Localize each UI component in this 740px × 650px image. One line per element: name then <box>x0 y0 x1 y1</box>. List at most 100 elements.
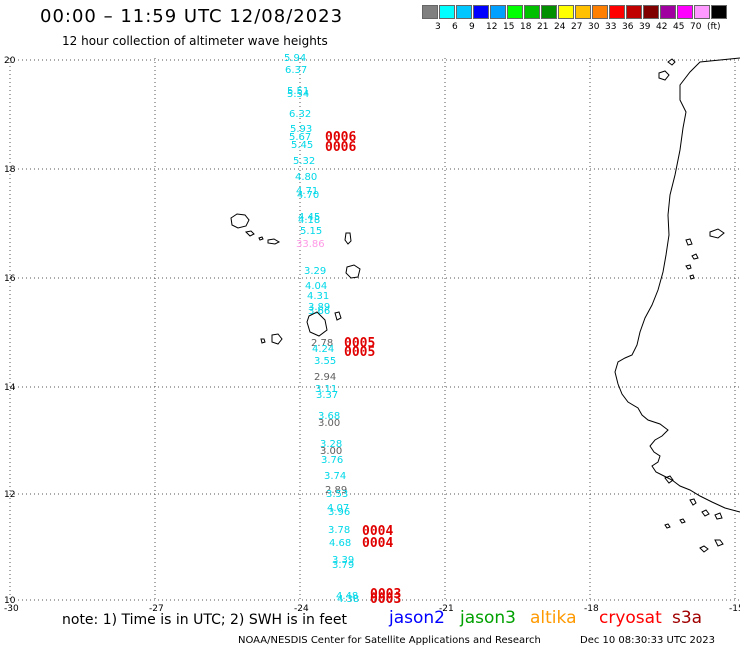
island-santo-antao <box>230 213 250 229</box>
swh-observations: 5.946.37 5.515.54 6.32 5.935.675.45 5.32 4.80… <box>284 53 359 605</box>
x-tick-label: -15 <box>729 604 740 614</box>
swh-value: 6.32 <box>289 109 311 120</box>
colorbar-swatch <box>541 5 557 19</box>
x-tick-label: -27 <box>149 604 164 614</box>
island-sao-nicolau <box>267 238 281 245</box>
swh-value: 3.78 <box>328 525 350 536</box>
colorbar-label: 6 <box>452 22 458 32</box>
y-tick-label: 16 <box>4 274 16 284</box>
swh-value: 4.71 <box>296 186 318 197</box>
swh-value: 4.70 <box>297 190 319 201</box>
x-tick-label: -30 <box>4 604 19 614</box>
swh-value: 3.76 <box>321 455 343 466</box>
x-tick-label: -18 <box>584 604 599 614</box>
credit-line: NOAA/NESDIS Center for Satellite Applica… <box>238 635 541 646</box>
colorbar-label: 21 <box>537 22 549 32</box>
africa-coastline <box>614 57 740 513</box>
colorbar-swatch <box>660 5 676 19</box>
lat-lon-grid <box>9 58 740 601</box>
y-tick-label: 14 <box>4 383 16 393</box>
colorbar-label: 18 <box>520 22 532 32</box>
y-tick-label: 20 <box>4 56 16 66</box>
swh-value: 3.79 <box>332 560 354 571</box>
swh-value: 5.51 <box>287 86 309 97</box>
colorbar-label: 39 <box>639 22 651 32</box>
map-subtitle: 12 hour collection of altimeter wave hei… <box>62 34 328 48</box>
x-tick-label: -21 <box>439 604 454 614</box>
swh-value: 4.31 <box>307 291 329 302</box>
guinea-islands <box>664 523 724 553</box>
colorbar-label: 45 <box>673 22 685 32</box>
swh-value: 5.93 <box>290 124 312 135</box>
legend-s3a: s3a <box>672 608 703 628</box>
bijagos-islands <box>664 475 723 524</box>
pass-number: 0006 <box>325 130 356 145</box>
swh-value: 4.07 <box>327 503 349 514</box>
y-tick-label: 18 <box>4 165 16 175</box>
colorbar-swatch <box>507 5 523 19</box>
legend-jason3: jason3 <box>460 608 516 628</box>
units-note: note: 1) Time is in UTC; 2) SWH is in fe… <box>62 612 348 628</box>
swh-value: 3.55 <box>314 356 336 367</box>
colorbar-swatch <box>558 5 574 19</box>
swh-value: 3.39 <box>332 555 354 566</box>
colorbar-swatch <box>592 5 608 19</box>
swh-value: 2.78 <box>311 338 333 349</box>
swh-value: 3.11 <box>315 384 337 395</box>
swh-value: 3.00 <box>318 418 340 429</box>
swh-value: 4.18 <box>298 215 320 226</box>
y-tick-label: 12 <box>4 490 15 500</box>
colorbar-swatch <box>626 5 642 19</box>
swh-value: 5.67 <box>289 132 311 143</box>
pass-number: 0004 <box>362 536 393 551</box>
swh-value: 4.68 <box>329 538 351 549</box>
swh-value: 4.24 <box>312 344 334 355</box>
colorbar-swatch <box>422 5 438 19</box>
swh-value: 3.29 <box>304 266 326 277</box>
colorbar-swatch <box>694 5 710 19</box>
colorbar-label: 36 <box>622 22 634 32</box>
colorbar-label: 30 <box>588 22 600 32</box>
legend-jason2: jason2 <box>389 608 445 628</box>
swh-value: 3.00 <box>320 446 342 457</box>
pass-number: 0006 <box>325 140 356 155</box>
colorbar-label: (ft) <box>707 22 721 32</box>
pass-number: 0005 <box>344 345 375 360</box>
generated-timestamp: Dec 10 08:30:33 UTC 2023 <box>580 635 715 646</box>
colorbar-swatch <box>524 5 540 19</box>
swh-value: 5.54 <box>287 89 309 100</box>
swh-value: 3.89 <box>308 302 330 313</box>
colorbar-label: 24 <box>554 22 566 32</box>
island-sao-vicente <box>244 230 255 237</box>
island-fogo <box>271 333 283 345</box>
island-brava <box>260 338 266 344</box>
coastal-islands <box>685 228 725 280</box>
swh-value: 4.45 <box>298 212 320 223</box>
swh-value: 3.68 <box>318 411 340 422</box>
swh-value: 3.74 <box>324 471 346 482</box>
colorbar-swatch <box>473 5 489 19</box>
x-tick-label: -24 <box>294 604 309 614</box>
colorbar-swatch <box>643 5 659 19</box>
pass-number: 0004 <box>362 524 393 539</box>
map-title: 00:00 – 11:59 UTC 12/08/2023 <box>40 6 344 27</box>
swh-value: 5.32 <box>293 156 315 167</box>
colorbar-label: 15 <box>503 22 515 32</box>
colorbar-label: 70 <box>690 22 702 32</box>
colorbar-swatch <box>677 5 693 19</box>
axis-tick-labels: -30 -27 -24 -21 -18 -15 20 18 16 14 12 10 <box>4 56 740 614</box>
colorbar-swatch <box>575 5 591 19</box>
swh-value: 5.15 <box>300 226 322 237</box>
swh-value: 5.94 <box>284 53 306 64</box>
swh-value: 3.37 <box>316 390 338 401</box>
island-santiago <box>306 311 328 337</box>
swh-value: 3.53 <box>326 489 348 500</box>
colorbar-label: 12 <box>486 22 498 32</box>
pass-number: 0003 <box>370 587 401 602</box>
y-tick-label: 10 <box>4 596 16 606</box>
swh-value: 4.48 <box>336 591 358 602</box>
colorbar-label: 42 <box>656 22 668 32</box>
colorbar-swatch <box>456 5 472 19</box>
